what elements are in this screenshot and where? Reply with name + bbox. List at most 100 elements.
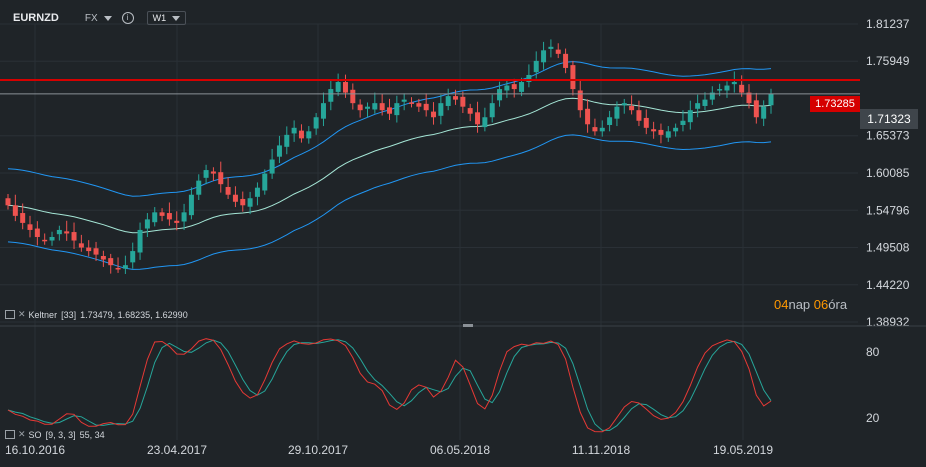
time-axis[interactable]: 16.10.2016 23.04.2017 29.10.2017 06.05.2018… <box>5 443 773 457</box>
candle-body <box>34 228 40 237</box>
candle-body <box>93 248 99 255</box>
stochastic-d-line <box>7 339 772 431</box>
countdown-hours: 06 <box>813 297 829 312</box>
candle-body <box>144 219 150 229</box>
candle-body <box>240 198 246 206</box>
candle-body <box>614 106 620 119</box>
candle-body <box>445 96 451 106</box>
candle-body <box>130 251 136 263</box>
candle-body <box>453 96 459 100</box>
stochastic-tick-label: 20 <box>866 411 880 425</box>
candle-body <box>12 205 18 216</box>
candle-body <box>5 198 11 206</box>
close-icon[interactable]: ✕ <box>18 309 26 319</box>
candle-body <box>64 231 70 234</box>
candle-body <box>687 110 693 123</box>
candle-body <box>78 243 84 248</box>
candle-body <box>203 170 209 178</box>
candle-body <box>100 256 106 260</box>
pane-resize-handle[interactable] <box>463 324 473 327</box>
keltner-legend[interactable]: ✕ Keltner [33] 1.73479, 1.68235, 1.62990 <box>5 309 188 320</box>
candle-body <box>166 213 172 220</box>
candle-body <box>27 224 33 230</box>
candle-body <box>291 127 297 134</box>
chevron-down-icon[interactable] <box>103 15 112 21</box>
chevron-down-icon <box>172 15 181 21</box>
candle-body <box>511 84 517 90</box>
candle-body <box>115 267 121 270</box>
candle-body <box>328 89 334 102</box>
candle-body <box>739 84 745 93</box>
current-price-tag: 1.71323 <box>860 109 918 129</box>
candle-body <box>577 90 583 111</box>
candle-body <box>643 117 649 128</box>
price-tick-label: 1.75949 <box>866 54 910 68</box>
grid-lines <box>0 23 858 440</box>
candle-body <box>673 127 679 132</box>
candle-body <box>731 82 737 85</box>
keltner-upper-line <box>7 61 772 197</box>
stochastic-tick-label: 80 <box>866 345 880 359</box>
candle-body <box>416 103 422 107</box>
candle-body <box>541 50 547 63</box>
candle-body <box>108 258 114 266</box>
candle-body <box>489 103 495 118</box>
candle-body <box>86 247 92 252</box>
candle-body <box>42 239 48 242</box>
candle-body <box>533 60 539 73</box>
time-tick-label: 29.10.2017 <box>288 443 348 457</box>
candle-body <box>768 93 774 106</box>
countdown-hours-unit: óra <box>828 297 848 312</box>
candle-body <box>298 130 304 139</box>
stochastic-levels: 55, 34 <box>79 429 105 440</box>
candle-body <box>753 100 759 118</box>
candle-body <box>210 171 216 174</box>
symbol-label[interactable]: EURNZD <box>13 12 59 24</box>
candle-body <box>174 220 180 223</box>
info-icon[interactable]: i <box>121 12 134 24</box>
timeframe-selector[interactable]: W1 <box>146 11 187 25</box>
time-tick-label: 11.11.2018 <box>572 443 631 457</box>
keltner-values: 1.73479, 1.68235, 1.62990 <box>80 309 188 320</box>
keltner-name: Keltner <box>28 309 58 320</box>
keltner-middle-line <box>7 97 772 234</box>
candle-body <box>137 229 143 253</box>
candle-body <box>335 82 341 92</box>
settings-icon[interactable] <box>5 310 15 319</box>
stochastic-params: [9, 3, 3] <box>45 429 76 440</box>
horizontal-line-price-tag[interactable]: 1.73285 <box>810 96 860 112</box>
candle-body <box>387 107 392 114</box>
candle-body <box>20 213 26 223</box>
time-tick-label: 19.05.2019 <box>713 443 773 457</box>
candle-body <box>320 103 326 119</box>
price-tick-label: 1.44220 <box>866 278 910 292</box>
candle-body <box>423 103 429 111</box>
candle-body <box>519 82 525 92</box>
candle-body <box>724 85 730 91</box>
candle-body <box>401 99 407 102</box>
stochastic-pane: 80 20 <box>7 338 880 433</box>
candle-body <box>181 212 187 222</box>
candle-body <box>746 92 752 104</box>
candle-body <box>284 134 290 147</box>
candle-body <box>592 127 598 132</box>
price-tick-label: 1.81237 <box>866 17 910 31</box>
candle-body <box>621 103 627 106</box>
price-tick-label: 1.49508 <box>866 241 910 255</box>
candle-body <box>526 74 532 83</box>
keltner-lower-line <box>7 134 772 270</box>
candle-body <box>218 172 224 185</box>
stochastic-k-line <box>7 338 772 433</box>
settings-icon[interactable] <box>5 430 15 439</box>
countdown-days-unit: nap <box>788 297 811 312</box>
price-axis[interactable]: 1.81237 1.75949 1.65373 1.60085 1.54796 1.495… <box>866 17 910 329</box>
candle-body <box>225 186 231 195</box>
chart-header: EURNZD FX i W1 <box>0 8 187 28</box>
market-label[interactable]: FX <box>84 12 98 24</box>
stochastic-legend[interactable]: ✕ SO [9, 3, 3] 55, 34 <box>5 429 105 440</box>
close-icon[interactable]: ✕ <box>18 429 26 439</box>
candle-body <box>636 110 642 121</box>
candle-body <box>159 212 165 216</box>
time-tick-label: 16.10.2016 <box>5 443 65 457</box>
